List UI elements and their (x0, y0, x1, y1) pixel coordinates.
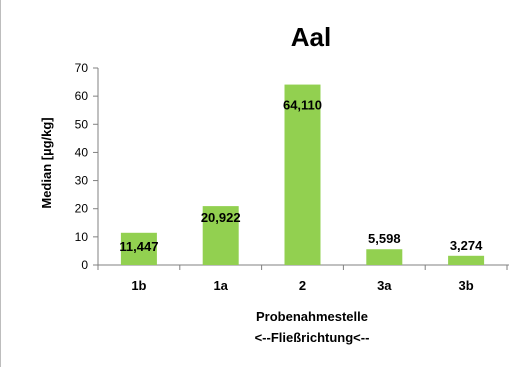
x-axis-label: Probenahmestelle (256, 309, 368, 324)
x-tick-label: 1b (131, 278, 146, 293)
y-tick-label: 0 (81, 258, 88, 272)
x-axis-label-direction: <--Fließrichtung<-- (255, 330, 370, 345)
x-tick-label: 3b (459, 278, 474, 293)
y-tick-label: 10 (75, 230, 89, 244)
y-tick-label: 50 (75, 117, 89, 131)
bar-3b (448, 255, 485, 265)
bar-1b (120, 232, 157, 265)
x-tick-label: 2 (299, 278, 306, 293)
y-tick-label: 70 (75, 61, 89, 75)
data-label-3b: 3,274 (450, 238, 483, 253)
y-tick-label: 20 (75, 202, 89, 216)
y-axis-label: Median [µg/kg] (39, 117, 54, 208)
bar-1a (202, 206, 239, 265)
bars (120, 84, 485, 265)
y-tick-label: 60 (75, 89, 89, 103)
data-label-2: 64,110 (283, 98, 322, 113)
data-labels: 11,447 20,922 64,110 5,598 3,274 (119, 98, 483, 254)
axes: 0 10 20 30 40 50 60 70 1b 1a 2 3a 3b (75, 61, 509, 293)
y-tick-label: 30 (75, 174, 89, 188)
data-label-1b: 11,447 (119, 239, 158, 254)
bar-3a (366, 249, 403, 265)
bar-2 (284, 84, 321, 265)
chart-title: Aal (291, 22, 331, 52)
x-tick-label: 1a (213, 278, 228, 293)
y-tick-label: 40 (75, 145, 89, 159)
data-label-1a: 20,922 (201, 210, 241, 225)
data-label-3a: 5,598 (368, 231, 401, 246)
x-tick-label: 3a (377, 278, 392, 293)
